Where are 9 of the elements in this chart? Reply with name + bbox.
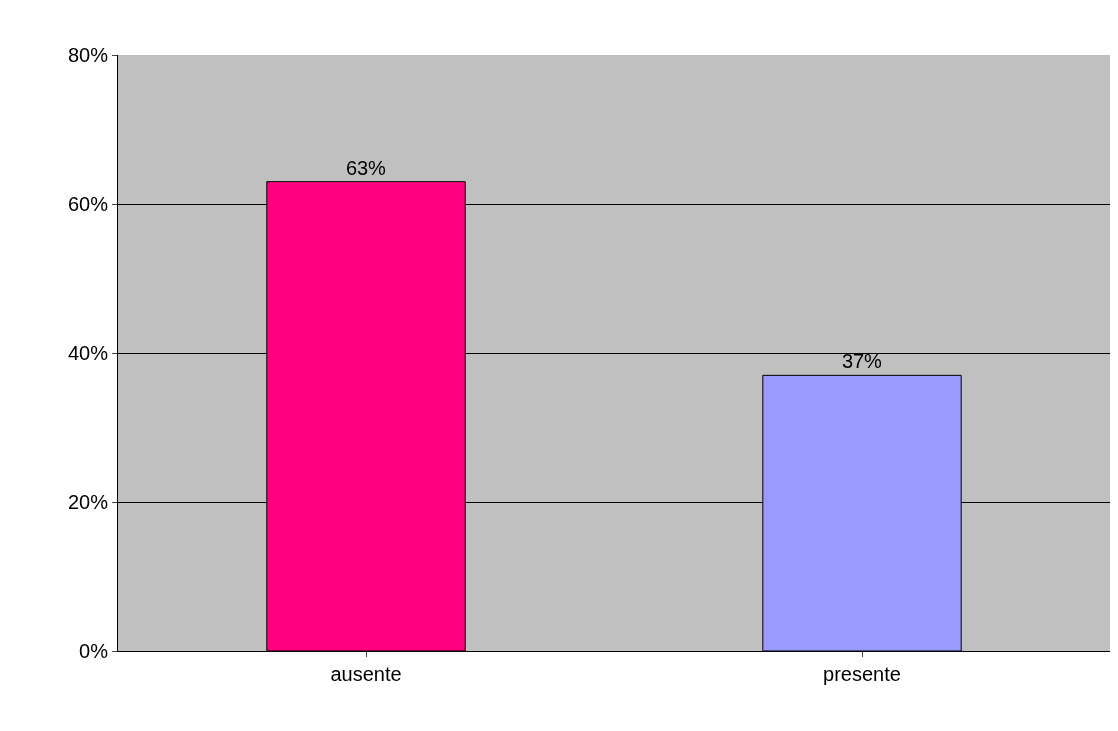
x-tick-label: ausente bbox=[330, 663, 402, 685]
data-label: 37% bbox=[841, 350, 883, 373]
y-tick-label: 80% bbox=[67, 44, 109, 66]
y-tick-label: 40% bbox=[67, 342, 109, 364]
y-tick-label: 60% bbox=[67, 193, 109, 215]
data-label: 63% bbox=[345, 156, 387, 179]
y-tick-label: 0% bbox=[79, 640, 109, 662]
x-tick-label: presente bbox=[823, 663, 901, 685]
y-tick-label: 20% bbox=[67, 491, 109, 513]
